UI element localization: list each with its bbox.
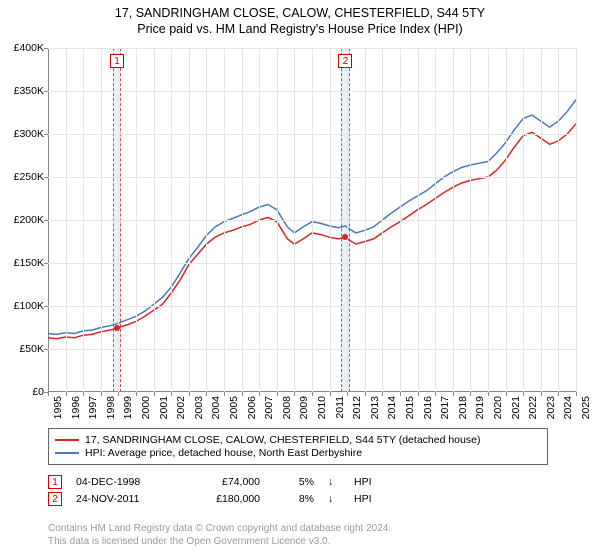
down-arrow-icon: ↓ bbox=[328, 476, 340, 488]
x-axis-label: 2012 bbox=[351, 396, 363, 419]
legend-row: 17, SANDRINGHAM CLOSE, CALOW, CHESTERFIE… bbox=[55, 434, 541, 446]
x-axis-label: 2021 bbox=[510, 396, 522, 419]
legend-label: HPI: Average price, detached house, Nort… bbox=[85, 447, 362, 459]
sale-marker-icon: 1 bbox=[110, 54, 124, 68]
x-axis-label: 2011 bbox=[334, 396, 346, 419]
x-axis-label: 2019 bbox=[474, 396, 486, 419]
sale-marker-icon: 2 bbox=[48, 492, 62, 506]
sale-row: 2 24-NOV-2011 £180,000 8% ↓ HPI bbox=[48, 492, 568, 506]
x-axis-label: 1996 bbox=[70, 396, 82, 419]
sale-date: 04-DEC-1998 bbox=[76, 476, 166, 488]
x-axis-label: 2003 bbox=[193, 396, 205, 419]
legend-label: 17, SANDRINGHAM CLOSE, CALOW, CHESTERFIE… bbox=[85, 434, 480, 446]
y-axis-label: £200K bbox=[14, 214, 44, 226]
x-axis-label: 2025 bbox=[580, 396, 592, 419]
x-axis-label: 2014 bbox=[386, 396, 398, 419]
x-axis-label: 2005 bbox=[228, 396, 240, 419]
x-axis-label: 2010 bbox=[316, 396, 328, 419]
x-axis-label: 2004 bbox=[210, 396, 222, 419]
x-axis-label: 1998 bbox=[105, 396, 117, 419]
sale-marker-icon: 1 bbox=[48, 475, 62, 489]
x-axis-label: 2023 bbox=[545, 396, 557, 419]
x-axis-label: 2008 bbox=[281, 396, 293, 419]
sale-pct: 8% bbox=[274, 493, 314, 505]
footer-line: This data is licensed under the Open Gov… bbox=[48, 535, 391, 548]
y-axis-label: £0 bbox=[32, 386, 44, 398]
legend: 17, SANDRINGHAM CLOSE, CALOW, CHESTERFIE… bbox=[48, 428, 548, 465]
x-axis-label: 2018 bbox=[457, 396, 469, 419]
x-axis-label: 2016 bbox=[422, 396, 434, 419]
sale-point-dot bbox=[342, 234, 348, 240]
x-axis-label: 2006 bbox=[246, 396, 258, 419]
sale-point-dot bbox=[114, 325, 120, 331]
legend-swatch bbox=[55, 439, 79, 441]
y-axis-label: £50K bbox=[19, 343, 44, 355]
y-axis-label: £350K bbox=[14, 85, 44, 97]
y-axis-label: £400K bbox=[14, 42, 44, 54]
y-axis-label: £100K bbox=[14, 300, 44, 312]
footer-attribution: Contains HM Land Registry data © Crown c… bbox=[48, 522, 391, 548]
x-axis-label: 2015 bbox=[404, 396, 416, 419]
sale-price: £180,000 bbox=[180, 493, 260, 505]
sale-vs-label: HPI bbox=[354, 493, 384, 505]
y-axis-label: £150K bbox=[14, 257, 44, 269]
footer-line: Contains HM Land Registry data © Crown c… bbox=[48, 522, 391, 535]
sale-date: 24-NOV-2011 bbox=[76, 493, 166, 505]
x-axis-label: 2017 bbox=[439, 396, 451, 419]
chart-subtitle: Price paid vs. HM Land Registry's House … bbox=[0, 22, 600, 36]
x-axis-label: 2001 bbox=[158, 396, 170, 419]
legend-row: HPI: Average price, detached house, Nort… bbox=[55, 447, 541, 459]
x-axis-label: 2009 bbox=[298, 396, 310, 419]
x-axis-label: 1999 bbox=[122, 396, 134, 419]
chart-title-address: 17, SANDRINGHAM CLOSE, CALOW, CHESTERFIE… bbox=[0, 6, 600, 20]
down-arrow-icon: ↓ bbox=[328, 493, 340, 505]
x-axis-label: 2000 bbox=[140, 396, 152, 419]
chart-title-block: 17, SANDRINGHAM CLOSE, CALOW, CHESTERFIE… bbox=[0, 0, 600, 38]
sale-price: £74,000 bbox=[180, 476, 260, 488]
x-axis-label: 2022 bbox=[527, 396, 539, 419]
y-axis-label: £250K bbox=[14, 171, 44, 183]
sale-vs-label: HPI bbox=[354, 476, 384, 488]
x-axis-label: 2024 bbox=[562, 396, 574, 419]
x-axis-label: 2013 bbox=[369, 396, 381, 419]
chart-plot-area: £0£50K£100K£150K£200K£250K£300K£350K£400… bbox=[48, 48, 576, 392]
x-axis-label: 2002 bbox=[175, 396, 187, 419]
y-axis-label: £300K bbox=[14, 128, 44, 140]
x-axis-label: 2020 bbox=[492, 396, 504, 419]
sale-marker-icon: 2 bbox=[338, 54, 352, 68]
sales-table: 1 04-DEC-1998 £74,000 5% ↓ HPI 2 24-NOV-… bbox=[48, 472, 568, 509]
sale-pct: 5% bbox=[274, 476, 314, 488]
sale-row: 1 04-DEC-1998 £74,000 5% ↓ HPI bbox=[48, 475, 568, 489]
legend-swatch bbox=[55, 452, 79, 454]
x-axis-label: 1997 bbox=[87, 396, 99, 419]
x-axis-label: 1995 bbox=[52, 396, 64, 419]
x-axis-label: 2007 bbox=[263, 396, 275, 419]
